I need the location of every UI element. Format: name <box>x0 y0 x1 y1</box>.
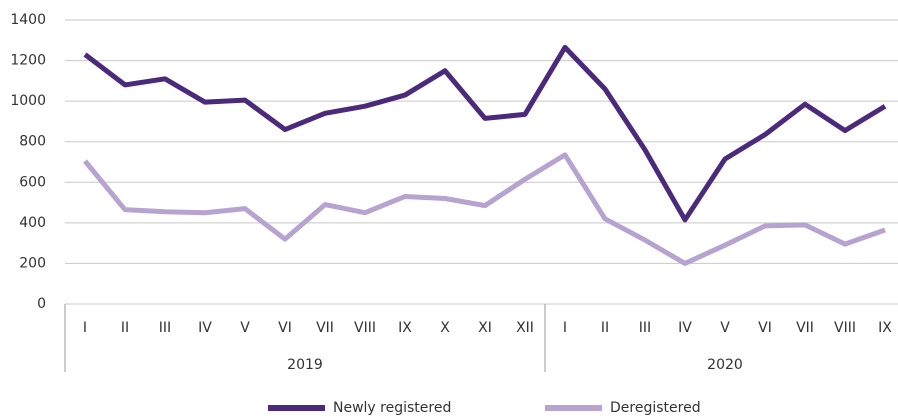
y-tick-label: 1400 <box>10 12 46 28</box>
y-tick-label: 800 <box>19 134 46 150</box>
x-tick-label: V <box>240 320 250 336</box>
x-tick-label: II <box>121 320 129 336</box>
x-tick-label: VIII <box>354 320 376 336</box>
legend-label: Newly registered <box>333 400 451 416</box>
x-tick-label: VI <box>278 320 292 336</box>
data-line <box>83 44 887 223</box>
x-tick-label: V <box>720 320 730 336</box>
x-tick-label: III <box>639 320 651 336</box>
x-tick-label: I <box>563 320 567 336</box>
x-tick-label: I <box>83 320 87 336</box>
x-tick-label: IV <box>198 320 212 336</box>
y-tick-label: 1200 <box>10 53 46 69</box>
data-line <box>83 152 886 266</box>
x-tick-label: III <box>159 320 171 336</box>
x-tick-label: IX <box>398 320 412 336</box>
x-tick-label: X <box>440 320 450 336</box>
x-tick-label: II <box>601 320 609 336</box>
x-tick-label: VII <box>316 320 334 336</box>
y-tick-label: 400 <box>19 215 46 231</box>
y-tick-label: 200 <box>19 255 46 271</box>
x-tick-label: VIII <box>834 320 856 336</box>
group-label: 2020 <box>707 357 743 373</box>
y-tick-label: 0 <box>37 296 46 312</box>
x-tick-label: VI <box>758 320 772 336</box>
x-tick-label: IX <box>878 320 892 336</box>
x-tick-label: IV <box>678 320 692 336</box>
y-tick-label: 1000 <box>10 93 46 109</box>
legend-label: Deregistered <box>610 400 701 416</box>
x-tick-label: VII <box>796 320 814 336</box>
x-tick-label: XI <box>478 320 492 336</box>
y-tick-label: 600 <box>19 174 46 190</box>
x-tick-label: XII <box>516 320 534 336</box>
group-label: 2019 <box>287 357 323 373</box>
